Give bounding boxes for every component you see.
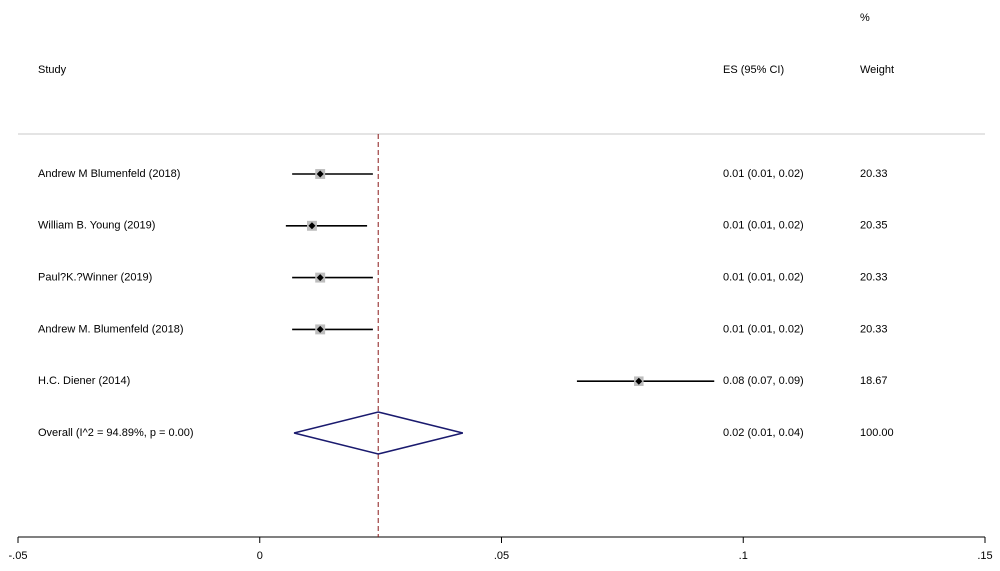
point-estimate: [308, 222, 316, 230]
point-estimate: [316, 170, 324, 178]
x-tick-label: -.05: [9, 550, 28, 562]
study-name: Andrew M. Blumenfeld (2018): [38, 323, 184, 335]
weight-label: 20.33: [860, 168, 888, 180]
es-label: 0.08 (0.07, 0.09): [723, 375, 804, 387]
study-name: Paul?K.?Winner (2019): [38, 272, 152, 284]
header-study: Study: [38, 64, 67, 76]
overall-diamond: [293, 411, 464, 455]
x-tick-label: .15: [977, 550, 992, 562]
es-label: 0.01 (0.01, 0.02): [723, 323, 804, 335]
overall-name: Overall (I^2 = 94.89%, p = 0.00): [38, 427, 194, 439]
weight-label: 20.33: [860, 323, 888, 335]
study-name: William B. Young (2019): [38, 220, 155, 232]
weight-label: 18.67: [860, 375, 888, 387]
header-es: ES (95% CI): [723, 64, 784, 76]
weight-label: 20.35: [860, 220, 888, 232]
overall-es-label: 0.02 (0.01, 0.04): [723, 427, 804, 439]
es-label: 0.01 (0.01, 0.02): [723, 272, 804, 284]
point-estimate: [316, 325, 324, 333]
header-weight: Weight: [860, 64, 894, 76]
study-name: H.C. Diener (2014): [38, 375, 130, 387]
point-estimate: [316, 274, 324, 282]
x-tick-label: 0: [257, 550, 263, 562]
es-label: 0.01 (0.01, 0.02): [723, 220, 804, 232]
header-percent: %: [860, 12, 870, 24]
x-tick-label: .05: [494, 550, 509, 562]
x-tick-label: .1: [739, 550, 748, 562]
overall-weight-label: 100.00: [860, 427, 894, 439]
study-name: Andrew M Blumenfeld (2018): [38, 168, 180, 180]
es-label: 0.01 (0.01, 0.02): [723, 168, 804, 180]
point-estimate: [635, 377, 643, 385]
weight-label: 20.33: [860, 272, 888, 284]
